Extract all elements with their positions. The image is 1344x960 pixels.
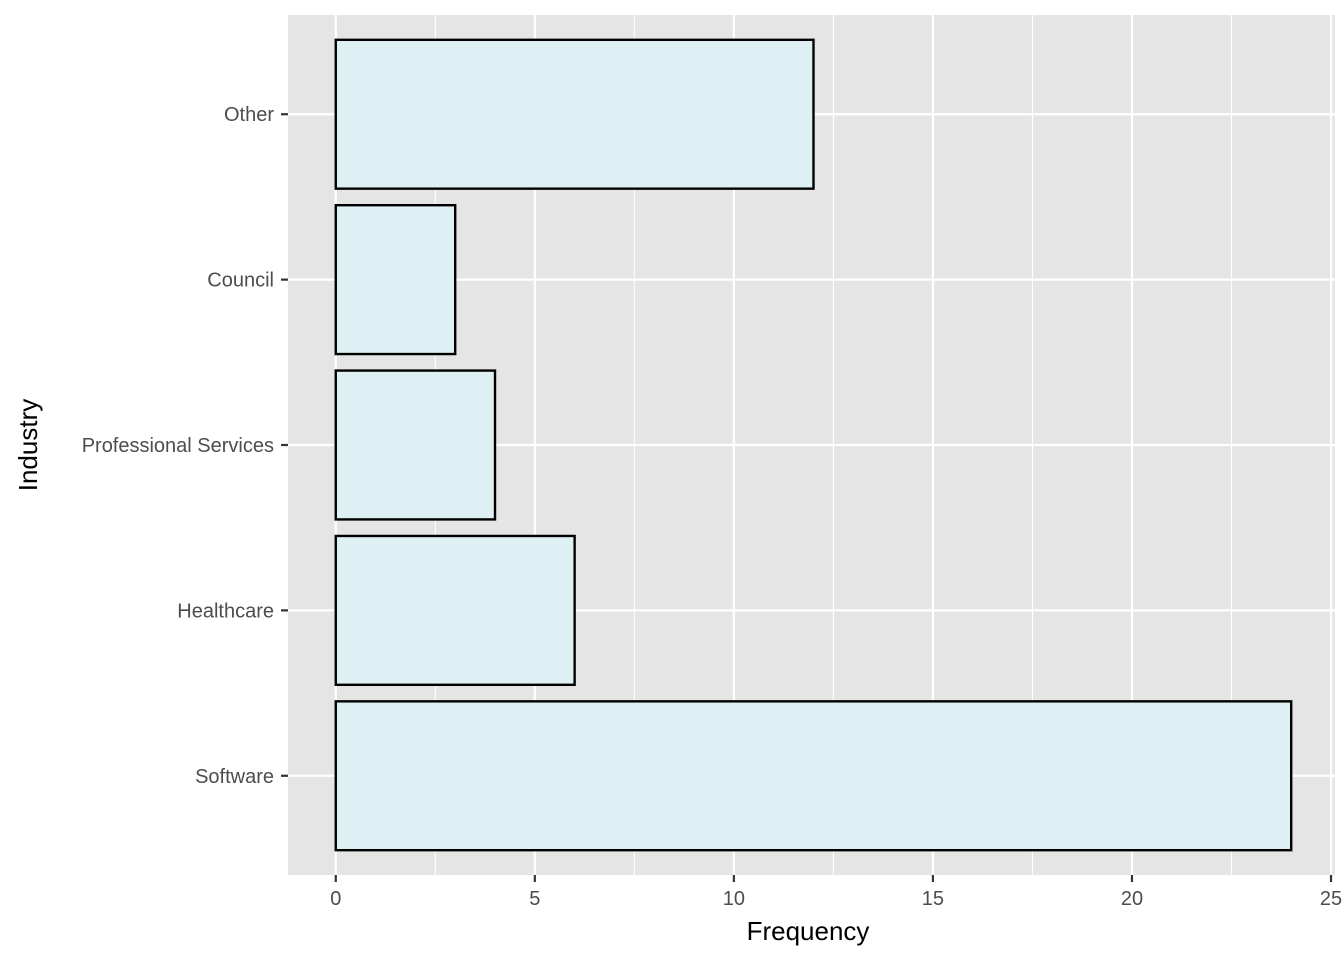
x-tick-label: 25 — [1320, 888, 1342, 910]
bar-professional-services — [334, 369, 497, 521]
y-tick-label: Software — [195, 766, 274, 788]
bars — [334, 38, 1293, 852]
bar-healthcare — [334, 534, 576, 687]
bar-other — [334, 38, 815, 190]
y-tick-label: Professional Services — [82, 435, 274, 457]
y-axis-title: Industry — [13, 399, 43, 492]
x-axis: 0 5 10 15 20 25 — [330, 875, 1342, 910]
y-tick-label: Council — [207, 270, 274, 292]
y-tick-label: Healthcare — [177, 600, 274, 622]
x-tick-label: 20 — [1121, 888, 1143, 910]
x-axis-title: Frequency — [747, 916, 870, 946]
x-tick-label: 10 — [723, 888, 745, 910]
y-tick-label: Other — [224, 104, 274, 126]
x-tick-label: 5 — [529, 888, 540, 910]
bar-council — [334, 203, 457, 356]
x-tick-label: 15 — [922, 888, 944, 910]
y-axis: Software Healthcare Professional Services C… — [82, 104, 288, 788]
x-tick-label: 0 — [330, 888, 341, 910]
bar-software — [334, 700, 1293, 852]
